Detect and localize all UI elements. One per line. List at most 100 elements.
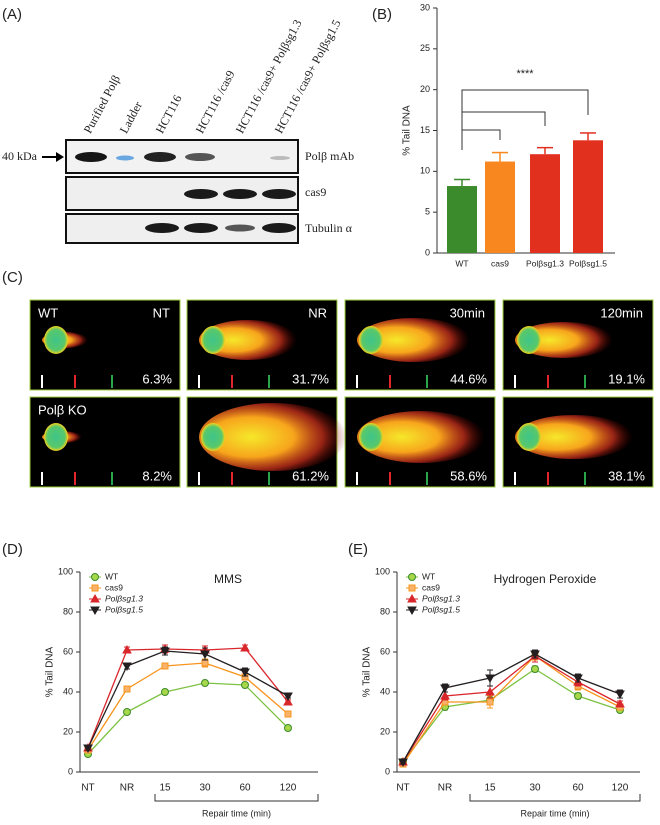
y-tick-label: 15 xyxy=(420,125,430,135)
comet-head xyxy=(517,423,541,451)
significance-bracket xyxy=(461,111,546,150)
y-tick-label: 80 xyxy=(380,606,390,616)
y-tick-label: 20 xyxy=(420,84,430,94)
marker xyxy=(240,642,250,652)
marker xyxy=(90,593,100,603)
marker xyxy=(531,665,539,673)
marker xyxy=(615,690,625,700)
series-line xyxy=(402,653,621,763)
band xyxy=(223,189,257,199)
legend-label: Polβsg1.3 xyxy=(422,593,460,603)
marker xyxy=(408,573,416,581)
marker xyxy=(241,681,249,689)
x-tick-label: NT xyxy=(81,783,94,794)
marker xyxy=(615,698,625,708)
row-label: Tubulin α xyxy=(305,221,353,235)
condition-label: 30min xyxy=(450,305,485,320)
bar xyxy=(573,140,603,253)
tail-percent: 31.7% xyxy=(292,371,329,386)
tail-percent: 44.6% xyxy=(450,371,487,386)
marker xyxy=(161,662,169,670)
comet-head xyxy=(44,423,68,451)
series-line xyxy=(87,662,289,751)
comet-head xyxy=(44,326,68,354)
comet-head xyxy=(517,326,541,354)
marker xyxy=(161,688,169,696)
panel-label: (B) xyxy=(372,6,392,23)
comet-head xyxy=(359,423,383,451)
bar xyxy=(485,161,515,253)
y-axis-label: % Tail DNA xyxy=(362,646,373,697)
chart-title: MMS xyxy=(214,572,242,586)
y-tick-label: 10 xyxy=(420,166,430,176)
marker xyxy=(440,684,450,694)
marker xyxy=(123,708,131,716)
panel-label: (C) xyxy=(2,269,23,286)
marker xyxy=(283,692,293,702)
significance-bracket xyxy=(461,129,501,150)
tail-percent: 61.2% xyxy=(292,468,329,483)
comet-tail xyxy=(199,403,347,471)
row-label: Polβ KO xyxy=(38,402,87,417)
marker xyxy=(284,724,292,732)
marker xyxy=(201,679,209,687)
lane-label: HCT116 /cas9 xyxy=(193,68,238,136)
tail-percent: 8.2% xyxy=(142,468,172,483)
y-tick-label: 25 xyxy=(420,43,430,53)
band xyxy=(262,189,296,199)
condition-label: NT xyxy=(153,305,170,320)
marker xyxy=(407,606,417,616)
x-tick-label: 30 xyxy=(529,783,541,794)
y-tick-label: 60 xyxy=(63,646,73,656)
x-axis-label: Repair time (min) xyxy=(520,808,589,818)
y-tick-label: 100 xyxy=(58,566,73,576)
marker xyxy=(398,758,408,768)
y-tick-label: 20 xyxy=(380,726,390,736)
series-line xyxy=(87,650,289,749)
band xyxy=(145,223,179,233)
band xyxy=(225,224,255,232)
series-line xyxy=(402,668,621,763)
blot-row xyxy=(65,176,299,211)
tail-percent: 6.3% xyxy=(142,371,172,386)
y-tick-label: 40 xyxy=(380,686,390,696)
bar xyxy=(447,186,477,253)
comet-head xyxy=(201,423,225,451)
x-tick-label: 15 xyxy=(159,783,171,794)
lane-label: HCT116 xyxy=(153,92,185,135)
marker xyxy=(574,692,582,700)
legend-label: Polβsg1.5 xyxy=(105,604,143,614)
x-tick-label: cas9 xyxy=(491,258,509,268)
series-line xyxy=(87,647,289,749)
x-tick-label: 30 xyxy=(199,783,211,794)
marker-label: 40 kDa xyxy=(2,149,38,163)
x-tick-label: Polβsg1.3 xyxy=(526,258,564,268)
significance-label: **** xyxy=(516,68,534,80)
marker xyxy=(122,662,132,672)
marker xyxy=(91,584,99,592)
marker xyxy=(408,584,416,592)
marker xyxy=(440,690,450,700)
tail-percent: 58.6% xyxy=(450,468,487,483)
comet-tail xyxy=(199,320,297,360)
legend-label: cas9 xyxy=(422,582,440,592)
x-tick-label: NR xyxy=(120,783,134,794)
row-label: cas9 xyxy=(305,185,326,199)
row-label: Polβ mAb xyxy=(305,149,354,163)
y-axis-label: % Tail DNA xyxy=(45,646,56,697)
band xyxy=(144,152,176,162)
y-tick-label: 60 xyxy=(380,646,390,656)
band xyxy=(184,189,218,199)
comet-head xyxy=(201,326,225,354)
marker xyxy=(91,573,99,581)
marker xyxy=(485,686,495,696)
row-label: WT xyxy=(38,305,58,320)
blot-row xyxy=(65,213,299,244)
chart-title: Hydrogen Peroxide xyxy=(494,572,597,586)
y-axis-label: % Tail DNA xyxy=(402,105,413,156)
x-tick-label: 120 xyxy=(280,783,297,794)
comet-tail xyxy=(515,415,633,459)
